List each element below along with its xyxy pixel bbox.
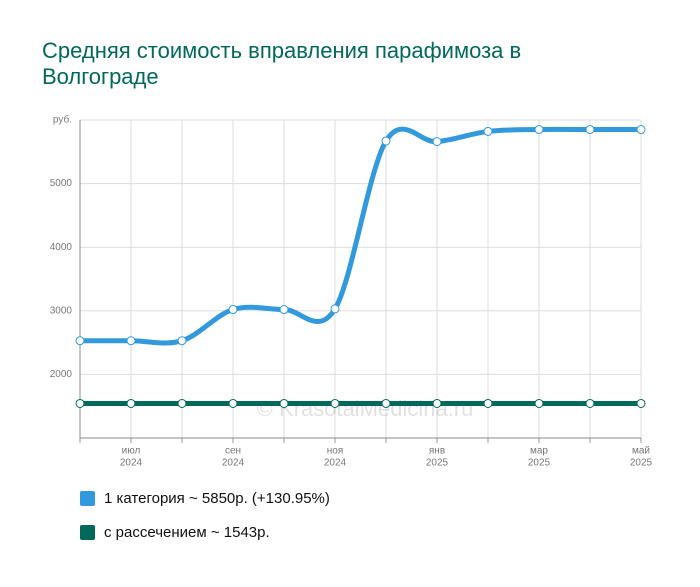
data-point xyxy=(585,398,595,408)
data-point xyxy=(330,304,340,314)
legend-swatch xyxy=(80,525,95,540)
legend-label: 1 категория ~ 5850р. (+130.95%) xyxy=(104,490,330,507)
data-point xyxy=(279,398,289,408)
data-point xyxy=(228,398,238,408)
data-point xyxy=(228,305,238,315)
data-point xyxy=(279,305,289,315)
legend-label: с рассечением ~ 1543р. xyxy=(104,524,270,541)
data-point xyxy=(585,125,595,135)
data-point xyxy=(126,398,136,408)
y-tick-label: руб. xyxy=(53,114,72,126)
y-tick-label: 3000 xyxy=(50,305,73,316)
data-point xyxy=(636,398,646,408)
data-point xyxy=(75,336,85,346)
data-point xyxy=(330,398,340,408)
data-point xyxy=(432,137,442,147)
y-tick-label: 5000 xyxy=(50,178,73,189)
data-point xyxy=(75,398,85,408)
data-point xyxy=(177,398,187,408)
x-tick-label: июл xyxy=(122,446,141,457)
data-point xyxy=(126,336,136,346)
data-point xyxy=(483,126,493,136)
y-tick-label: 2000 xyxy=(50,369,73,380)
x-tick-label: 2024 xyxy=(120,458,143,469)
x-tick-label: 2024 xyxy=(324,458,347,469)
data-point xyxy=(534,125,544,135)
x-tick-label: 2025 xyxy=(426,458,449,469)
data-point xyxy=(381,136,391,146)
legend-swatch xyxy=(80,491,95,506)
chart-title-line: Средняя стоимость вправления парафимоза … xyxy=(42,38,521,89)
data-point xyxy=(483,398,493,408)
data-point xyxy=(534,398,544,408)
x-tick-label: 2024 xyxy=(222,458,245,469)
x-tick-label: 2025 xyxy=(630,458,653,469)
y-tick-label: 4000 xyxy=(50,242,73,253)
x-tick-label: мар xyxy=(530,446,548,457)
x-tick-label: май xyxy=(632,446,650,457)
x-tick-label: сен xyxy=(225,446,241,457)
data-point xyxy=(177,336,187,346)
watermark: © KrasotaiMedicina.ru xyxy=(257,396,474,421)
data-point xyxy=(636,125,646,135)
x-tick-label: янв xyxy=(429,446,445,457)
data-point xyxy=(381,398,391,408)
x-tick-label: 2025 xyxy=(528,458,551,469)
data-point xyxy=(432,398,442,408)
x-tick-label: ноя xyxy=(327,446,344,457)
